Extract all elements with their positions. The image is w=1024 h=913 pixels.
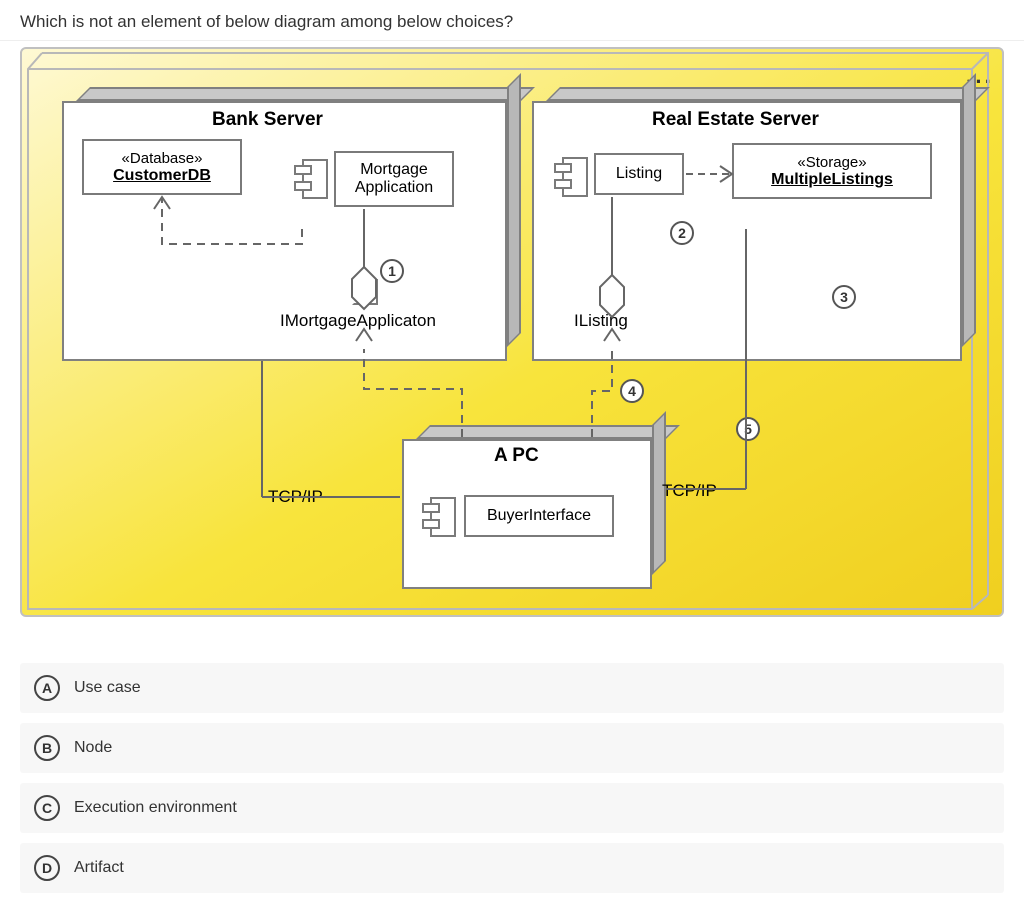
callout-4: 4	[620, 379, 644, 403]
node-bank-server: Bank Server «Database» CustomerDB Mortga…	[62, 101, 507, 361]
callout-3: 3	[832, 285, 856, 309]
choice-letter: B	[34, 735, 60, 761]
choice-c[interactable]: C Execution environment	[20, 783, 1004, 833]
customerdb-name: CustomerDB	[113, 167, 211, 185]
callout-2: 2	[670, 221, 694, 245]
bank-title: Bank Server	[212, 109, 323, 131]
answer-choices: A Use case B Node C Execution environmen…	[0, 623, 1024, 913]
multiplelistings-artifact: «Storage» MultipleListings	[732, 143, 932, 199]
mortgage-component: Mortgage Application	[334, 151, 454, 207]
buyer-component-icon	[422, 497, 456, 537]
choice-b[interactable]: B Node	[20, 723, 1004, 773]
mortgage-component-icon	[294, 159, 328, 199]
node-real-estate-server: Real Estate Server Listing «Storage» Mul…	[532, 101, 962, 361]
choice-text: Execution environment	[74, 799, 237, 817]
node-a-pc: A PC BuyerInterface	[402, 439, 652, 589]
storage-stereo: «Storage»	[797, 154, 866, 171]
choice-d[interactable]: D Artifact	[20, 843, 1004, 893]
choice-a[interactable]: A Use case	[20, 663, 1004, 713]
tcpip-left: TCP/IP	[268, 487, 323, 507]
estate-iface-label: IListing	[574, 311, 628, 331]
choice-text: Node	[74, 739, 112, 757]
listing-component-icon	[554, 157, 588, 197]
choice-letter: A	[34, 675, 60, 701]
choice-text: Use case	[74, 679, 141, 697]
choice-text: Artifact	[74, 859, 124, 877]
storage-name: MultipleListings	[771, 171, 893, 189]
listing-component: Listing	[594, 153, 684, 195]
callout-5: 5	[736, 417, 760, 441]
buyer-component: BuyerInterface	[464, 495, 614, 537]
choice-letter: C	[34, 795, 60, 821]
estate-title: Real Estate Server	[652, 109, 819, 131]
uml-diagram: ··· Bank Server «Database» CustomerDB	[20, 47, 1004, 617]
callout-1: 1	[380, 259, 404, 283]
tcpip-right: TCP/IP	[662, 481, 717, 501]
customerdb-artifact: «Database» CustomerDB	[82, 139, 242, 195]
choice-letter: D	[34, 855, 60, 881]
question-text: Which is not an element of below diagram…	[0, 0, 1024, 41]
bank-iface-label: IMortgageApplicaton	[280, 311, 436, 331]
customerdb-stereo: «Database»	[122, 150, 203, 167]
pc-title: A PC	[494, 445, 539, 467]
diagram-container: ··· Bank Server «Database» CustomerDB	[0, 41, 1024, 623]
